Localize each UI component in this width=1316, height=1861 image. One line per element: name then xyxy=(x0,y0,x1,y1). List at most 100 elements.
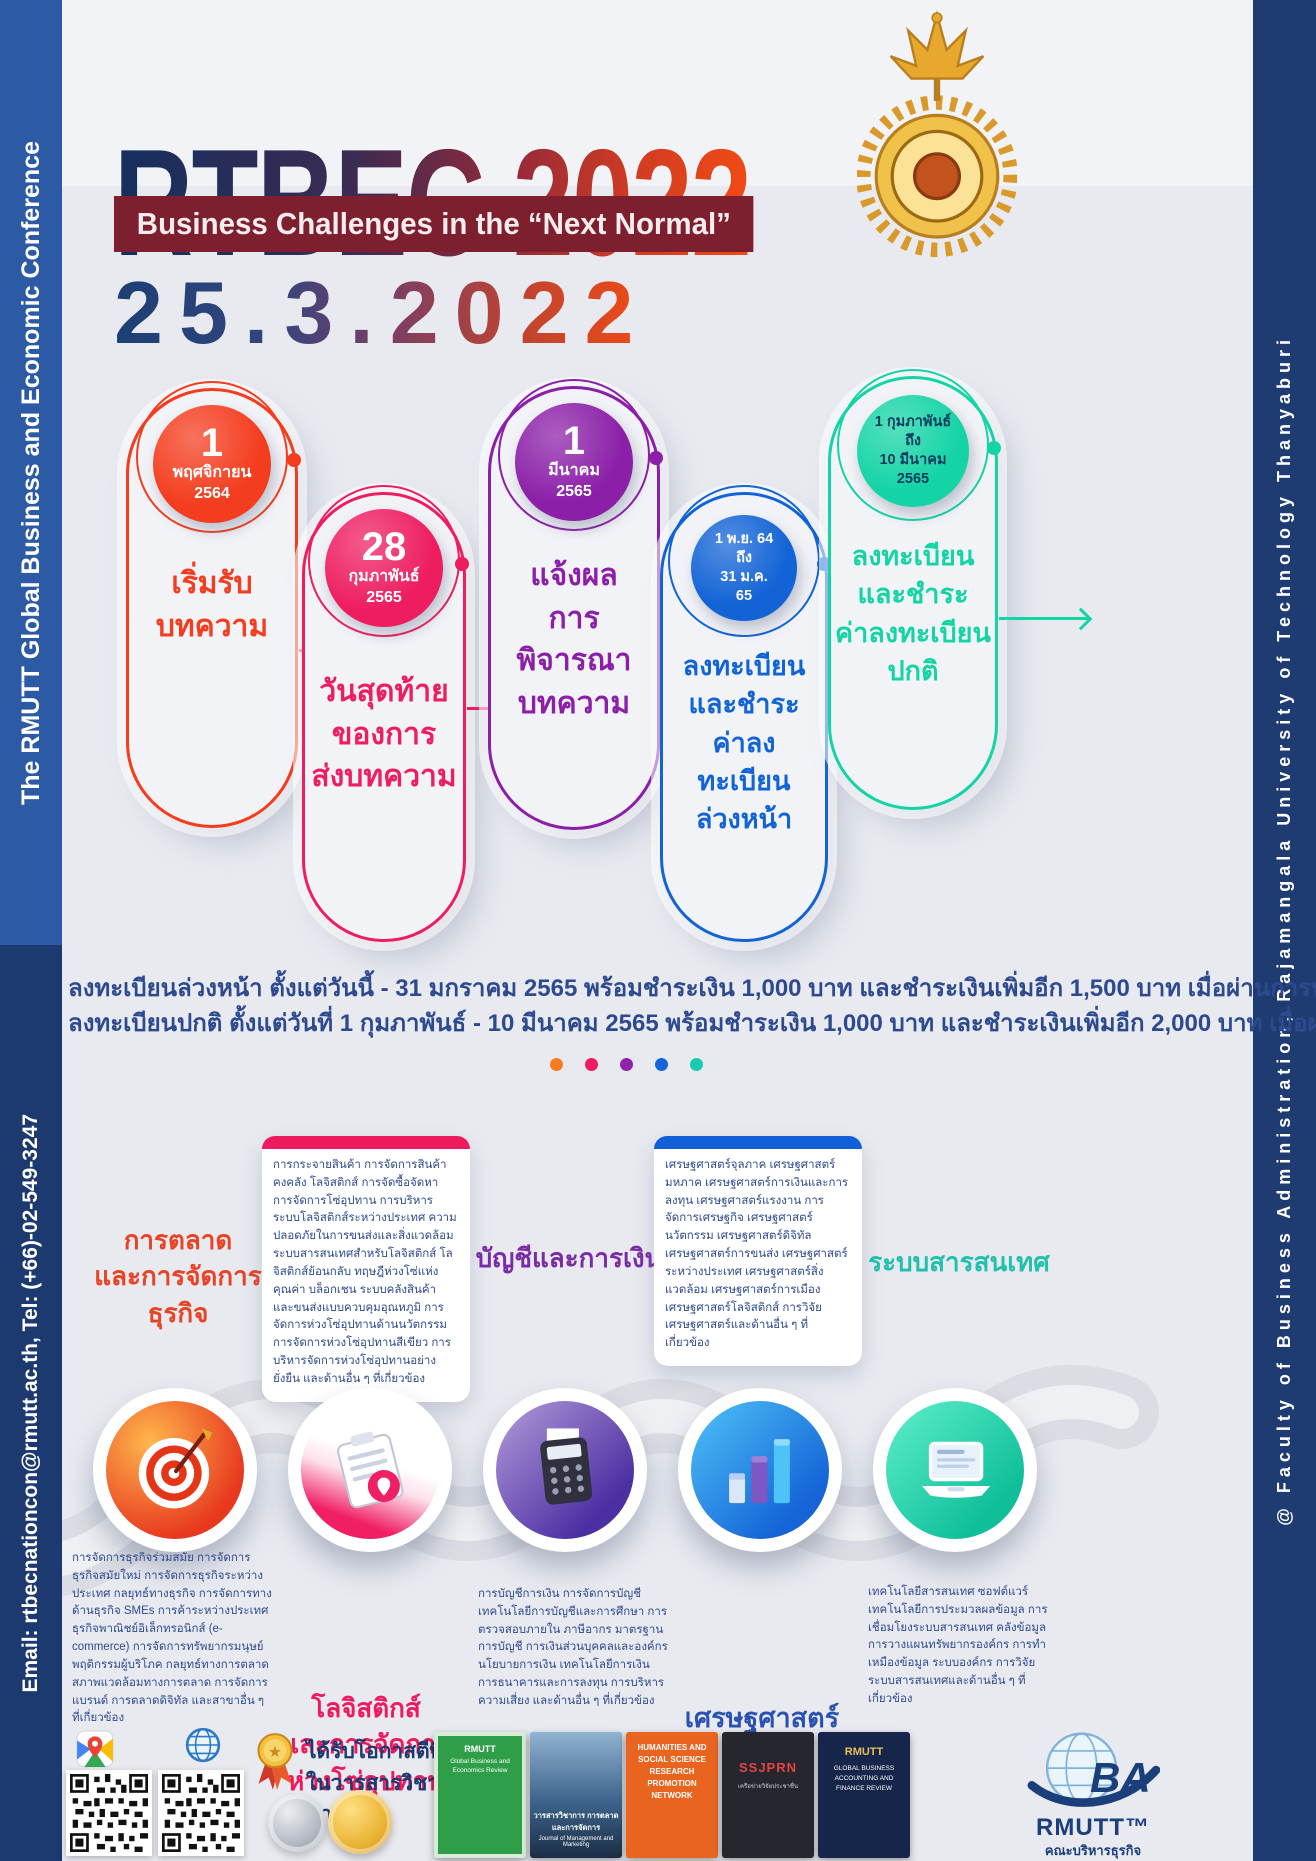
qr-code-website xyxy=(158,1770,244,1856)
event-date: 25.3.2022 xyxy=(114,263,650,362)
svg-text:★: ★ xyxy=(268,1744,282,1761)
track-circle-logistics xyxy=(288,1388,452,1552)
journal-cover-humanities: HUMANITIES AND SOCIAL SCIENCE RESEARCH P… xyxy=(626,1732,718,1858)
top-background-strip xyxy=(62,0,1253,186)
timeline-label: ลงทะเบียน และชำระ ค่าลงทะเบียน ปกติ xyxy=(835,541,991,686)
timeline-arc-dot xyxy=(455,557,469,571)
track-card-economics: เศรษฐศาสตร์จุลภาค เศรษฐศาสตร์มหภาค เศรษฐ… xyxy=(654,1136,862,1366)
track-circle-marketing xyxy=(93,1388,257,1552)
dot-orange xyxy=(550,1058,563,1071)
qr-code-map xyxy=(66,1770,152,1856)
target-dartboard-icon xyxy=(106,1401,244,1539)
journal-covers-row: RMUTT Global Business and Economics Revi… xyxy=(434,1732,910,1858)
dot-pink xyxy=(585,1058,598,1071)
track-circle-information-systems xyxy=(873,1388,1037,1552)
journal-subtitle: GLOBAL BUSINESS ACCOUNTING AND FINANCE R… xyxy=(833,1765,895,1792)
timeline-node-call-open: 1 พฤศจิกายน 2564 เริ่มรับ บทความ xyxy=(126,381,393,828)
timeline-node-result: 1 มีนาคม 2565 แจ้งผล การพิจารณา บทความ xyxy=(488,379,755,830)
card-accent-bar xyxy=(654,1136,862,1149)
timeline-date-circle: 1 กุมภาพันธ์ ถึง 10 มีนาคม 2565 xyxy=(857,395,969,507)
track-card-logistics: การกระจายสินค้า การจัดการสินค้าคงคลัง โล… xyxy=(262,1136,470,1402)
timeline-node-deadline: 28 กุมภาพันธ์ 2565 วันสุดท้าย ของการ ส่ง… xyxy=(302,485,561,942)
journal-cover-management-marketing: วารสารวิชาการ การตลาดและการจัดการ Journa… xyxy=(530,1732,622,1858)
timeline-arc-dot xyxy=(817,557,831,571)
dot-blue xyxy=(655,1058,668,1071)
poster-main: RTBEC 2022 Business Challenges in the “N… xyxy=(62,0,1316,1861)
track-description-accounting: การบัญชีการเงิน การจัดการบัญชี เทคโนโลยี… xyxy=(478,1588,668,1707)
date-rest: กุมภาพันธ์ 2565 xyxy=(348,568,420,606)
track-circle-economics xyxy=(678,1388,842,1552)
timeline-arc-dot xyxy=(287,453,301,467)
conference-name-vertical: The RMUTT Global Business and Economic C… xyxy=(16,140,45,805)
track-description-information-systems: เทคโนโลยีสารสนเทศ ซอฟต์แวร์ เทคโนโลยีการ… xyxy=(868,1586,1048,1705)
timeline-label: ลงทะเบียน และชำระ ค่าลงทะเบียน ล่วงหน้า xyxy=(682,651,806,835)
journal-subtitle: Global Business and Economics Review xyxy=(450,1758,510,1775)
timeline-date-circle: 28 กุมภาพันธ์ 2565 xyxy=(325,509,443,627)
track-description-economics: เศรษฐศาสตร์จุลภาค เศรษฐศาสตร์มหภาค เศรษฐ… xyxy=(665,1159,849,1350)
card-accent-bar xyxy=(262,1136,470,1149)
journal-title: RMUTT xyxy=(844,1746,884,1758)
track-label-logistics: โลจิสติกส์ และการจัดการ ห่วงโซ่อุปทาน xyxy=(282,1693,450,1796)
journal-title: RMUTT xyxy=(464,1744,496,1754)
gold-medal-icon: ★ xyxy=(250,1730,300,1792)
date-rest: 1 กุมภาพันธ์ ถึง 10 มีนาคม 2565 xyxy=(874,414,952,487)
timeline-arc-dot xyxy=(987,441,1001,455)
poster-subtitle-badge: Business Challenges in the “Next Normal” xyxy=(114,196,754,252)
google-maps-icon xyxy=(76,1730,114,1773)
timeline-arc-dot xyxy=(649,451,663,465)
contact-info-vertical: Email: rtbecnationcon@rmutt.ac.th, Tel: … xyxy=(19,1113,42,1693)
date-rest: 1 พ.ย. 64 ถึง 31 ม.ค. 65 xyxy=(714,531,774,604)
timeline-node-normal-registration: 1 กุมภาพันธ์ ถึง 10 มีนาคม 2565 ลงทะเบีย… xyxy=(828,369,1093,810)
date-rest: มีนาคม 2565 xyxy=(548,462,600,500)
sidebar-right-affiliation: @ Faculty of Business Administration, Ra… xyxy=(1253,0,1316,1861)
clipboard-stamp-icon xyxy=(301,1401,439,1539)
dot-teal xyxy=(690,1058,703,1071)
timeline-date-circle: 1 พ.ย. 64 ถึง 31 ม.ค. 65 xyxy=(691,515,797,621)
track-label-economics: เศรษฐศาสตร์ xyxy=(684,1703,840,1733)
journal-subtitle: เครือข่ายวิจัยประชาชื่น xyxy=(737,1784,799,1790)
track-label-accounting: บัญชีและการเงิน xyxy=(475,1243,663,1273)
color-dots-row xyxy=(550,1058,703,1071)
journal-title: SSJPRN xyxy=(738,1760,798,1775)
track-label-information-systems: ระบบสารสนเทศ xyxy=(868,1247,1050,1277)
track-description-logistics: การกระจายสินค้า การจัดการสินค้าคงคลัง โล… xyxy=(273,1159,457,1385)
timeline-date-circle: 1 มีนาคม 2565 xyxy=(515,403,633,521)
registration-info: ลงทะเบียนล่วงหน้า ตั้งแต่วันนี้ - 31 มกร… xyxy=(68,972,1316,1042)
journal-title: HUMANITIES AND SOCIAL SCIENCE RESEARCH P… xyxy=(637,1743,707,1800)
bar-chart-icon xyxy=(691,1401,829,1539)
calculator-icon xyxy=(496,1401,634,1539)
laptop-icon xyxy=(886,1401,1024,1539)
sidebar-left-contact: Email: rtbecnationcon@rmutt.ac.th, Tel: … xyxy=(0,945,62,1861)
fba-name: RMUTT™ xyxy=(1036,1814,1150,1841)
fba-rmutt-logo: BA RMUTT™ คณะบริหารธุรกิจ xyxy=(940,1728,1246,1858)
rmutt-crown-emblem-icon xyxy=(856,8,1018,266)
date-rest: พฤศจิกายน 2564 xyxy=(172,464,252,502)
globe-swoosh-icon xyxy=(1026,1728,1161,1819)
journal-cover-ssjprn: SSJPRN เครือข่ายวิจัยประชาชื่น xyxy=(722,1732,814,1858)
date-day: 1 xyxy=(562,419,586,464)
fba-department: คณะบริหารธุรกิจ xyxy=(1044,1843,1142,1858)
timeline-label: วันสุดท้าย ของการ ส่งบทความ xyxy=(311,675,457,794)
arrow-right-icon xyxy=(999,607,1093,631)
journal-cover-gbaf-review: RMUTT GLOBAL BUSINESS ACCOUNTING AND FIN… xyxy=(818,1732,910,1858)
registration-early-line: ลงทะเบียนล่วงหน้า ตั้งแต่วันนี้ - 31 มกร… xyxy=(68,975,1316,1002)
timeline-label: เริ่มรับ บทความ xyxy=(155,567,269,643)
track-label-marketing: การตลาด และการจัดการธุรกิจ xyxy=(94,1225,262,1328)
fba-letters: BA xyxy=(1090,1754,1151,1801)
website-globe-icon xyxy=(184,1726,222,1769)
timeline-label: แจ้งผล การพิจารณา บทความ xyxy=(516,559,632,720)
timeline-date-circle: 1 พฤศจิกายน 2564 xyxy=(153,405,271,523)
journal-title: วารสารวิชาการ การตลาดและการจัดการ xyxy=(533,1811,619,1832)
registration-normal-line: ลงทะเบียนปกติ ตั้งแต่วันที่ 1 กุมภาพันธ์… xyxy=(68,1009,1316,1037)
journal-subtitle: Journal of Management and Marketing xyxy=(538,1836,614,1848)
dot-purple xyxy=(620,1058,633,1071)
sidebar-left-conference: The RMUTT Global Business and Economic C… xyxy=(0,0,62,945)
timeline-node-early-registration: 1 พ.ย. 64 ถึง 31 ม.ค. 65 ลงทะเบียน และชำ… xyxy=(660,485,923,942)
track-circle-accounting xyxy=(483,1388,647,1552)
journal-cover-rmutt-green: RMUTT Global Business and Economics Revi… xyxy=(434,1732,526,1858)
track-description-marketing: การจัดการธุรกิจร่วมสมัย การจัดการธุรกิจส… xyxy=(72,1552,272,1725)
gold-coin-icon xyxy=(328,1790,392,1854)
affiliation-vertical: @ Faculty of Business Administration, Ra… xyxy=(1274,335,1294,1526)
silver-coin-icon xyxy=(268,1794,326,1852)
